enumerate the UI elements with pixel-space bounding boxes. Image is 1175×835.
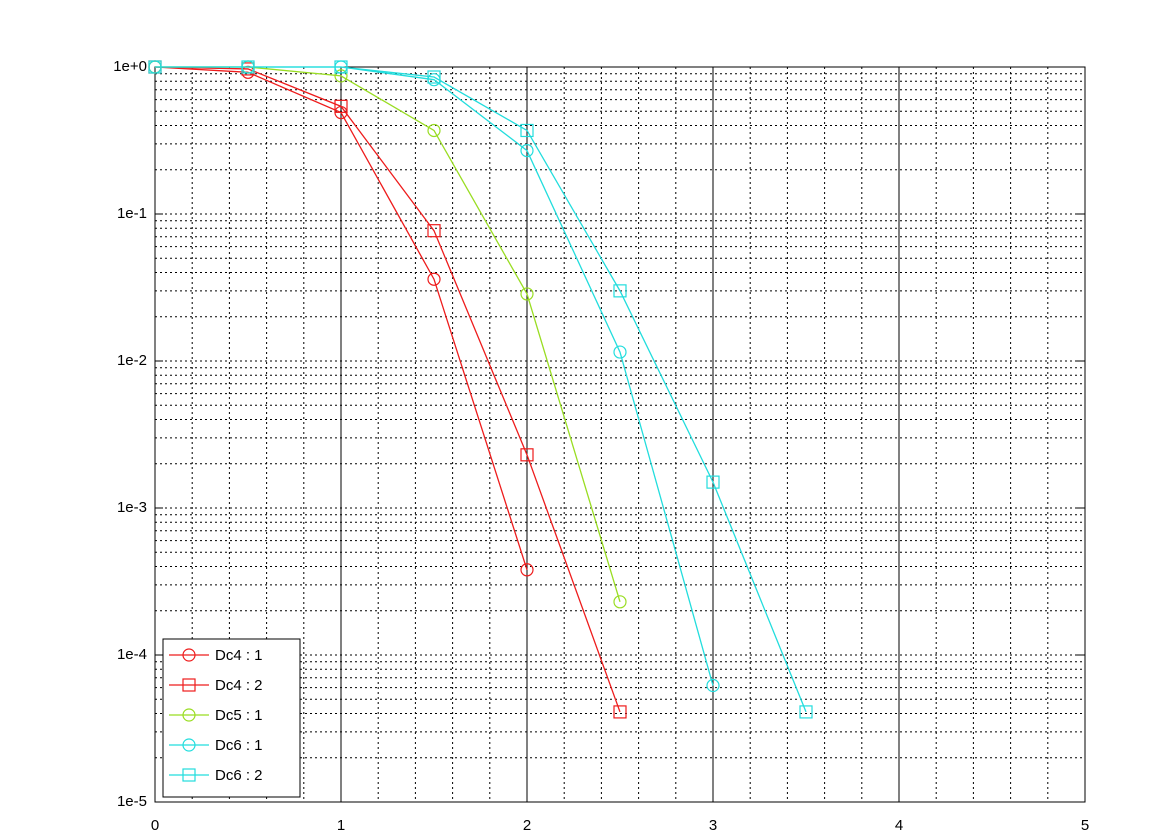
y-tick-label: 1e-3 <box>117 499 147 516</box>
legend-label: Dc4 : 1 <box>215 647 263 664</box>
marker <box>520 287 534 301</box>
marker <box>427 123 441 138</box>
legend-label: Dc6 : 1 <box>215 737 263 754</box>
legend-marker <box>182 738 196 752</box>
marker <box>520 143 534 158</box>
y-tick-label: 1e+0 <box>113 58 147 75</box>
marker <box>334 60 348 74</box>
marker <box>427 70 441 84</box>
marker <box>427 224 441 238</box>
marker <box>706 475 720 489</box>
marker <box>520 123 534 138</box>
marker <box>334 69 348 83</box>
marker <box>613 705 627 719</box>
series-line <box>155 66 714 686</box>
y-tick-label: 1e-4 <box>117 646 147 663</box>
legend-marker <box>182 768 196 782</box>
marker <box>520 448 534 462</box>
marker <box>520 563 534 577</box>
y-tick-label: 1e-5 <box>117 793 147 810</box>
plot-frame <box>154 66 1086 803</box>
marker <box>799 705 813 719</box>
legend-marker <box>182 648 196 662</box>
x-tick-label: 0 <box>151 817 159 834</box>
x-tick-label: 3 <box>709 817 717 834</box>
y-tick-label: 1e-1 <box>117 205 147 222</box>
legend-marker <box>182 708 196 722</box>
series-line <box>155 66 807 713</box>
marker <box>613 595 627 609</box>
legend-label: Dc4 : 2 <box>215 677 263 694</box>
legend-label: Dc6 : 2 <box>215 767 263 784</box>
x-tick-label: 5 <box>1081 817 1089 834</box>
marker <box>334 99 348 113</box>
legend-marker <box>182 678 196 692</box>
marker <box>148 60 162 74</box>
legend-label: Dc5 : 1 <box>215 707 263 724</box>
marker <box>613 284 627 298</box>
series-line <box>154 66 621 713</box>
x-tick-label: 2 <box>523 817 531 834</box>
marker <box>706 678 720 693</box>
marker <box>241 60 255 74</box>
marker <box>613 345 627 359</box>
legend <box>162 638 301 798</box>
marker <box>427 272 441 286</box>
y-tick-label: 1e-2 <box>117 352 147 369</box>
series-line <box>155 66 621 603</box>
x-tick-label: 1 <box>337 817 345 834</box>
x-tick-label: 4 <box>895 817 903 834</box>
